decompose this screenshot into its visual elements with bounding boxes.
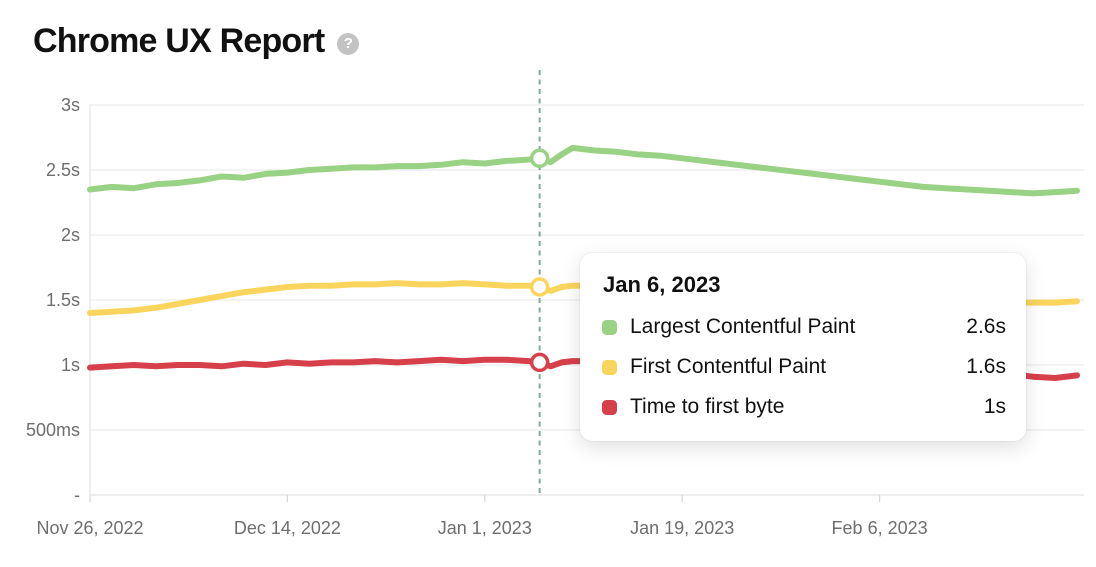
tooltip-row-ttfb: Time to first byte 1s: [602, 387, 1006, 427]
lcp-legend-swatch-icon: [602, 319, 617, 335]
x-tick-label: Jan 1, 2023: [438, 518, 532, 538]
x-tick-label: Nov 26, 2022: [36, 518, 143, 538]
tooltip-row-label: Time to first byte: [630, 395, 785, 418]
tooltip-row-fcp: First Contentful Paint 1.6s: [602, 347, 1006, 387]
hover-marker-first-contentful-paint: [529, 277, 550, 297]
y-tick-label: 2.5s: [46, 160, 80, 180]
tooltip: Jan 6, 2023 Largest Contentful Paint 2.6…: [580, 253, 1026, 441]
y-tick-label: 1s: [61, 355, 80, 375]
tooltip-row-label: Largest Contentful Paint: [630, 315, 856, 338]
tooltip-row-label: First Contentful Paint: [630, 355, 827, 378]
y-tick-label: 500ms: [26, 420, 80, 440]
hover-marker-time-to-first-byte: [529, 352, 550, 373]
tooltip-row-value: 1.6s: [966, 355, 1006, 378]
tooltip-date: Jan 6, 2023: [603, 272, 721, 297]
tooltip-row-lcp: Largest Contentful Paint 2.6s: [602, 307, 1006, 347]
series-line-largest-contentful-paint[interactable]: [87, 144, 1080, 197]
y-tick-label: 2s: [61, 225, 80, 245]
help-icon[interactable]: ?: [337, 32, 360, 55]
header: Chrome UX Report ?: [33, 22, 360, 61]
y-tick-label: 1.5s: [46, 290, 80, 310]
x-tick-label: Feb 6, 2023: [832, 518, 928, 538]
y-tick-label: 3s: [61, 95, 80, 115]
ttfb-legend-swatch-icon: [602, 399, 617, 415]
y-tick-label: -: [74, 485, 80, 505]
tooltip-row-value: 1s: [983, 395, 1006, 418]
x-tick-label: Jan 19, 2023: [630, 518, 734, 538]
fcp-legend-swatch-icon: [602, 359, 617, 375]
page-title: Chrome UX Report: [33, 22, 325, 60]
tooltip-row-value: 2.6s: [966, 315, 1006, 338]
hover-marker-largest-contentful-paint: [529, 148, 550, 169]
x-tick-label: Dec 14, 2022: [234, 518, 341, 538]
